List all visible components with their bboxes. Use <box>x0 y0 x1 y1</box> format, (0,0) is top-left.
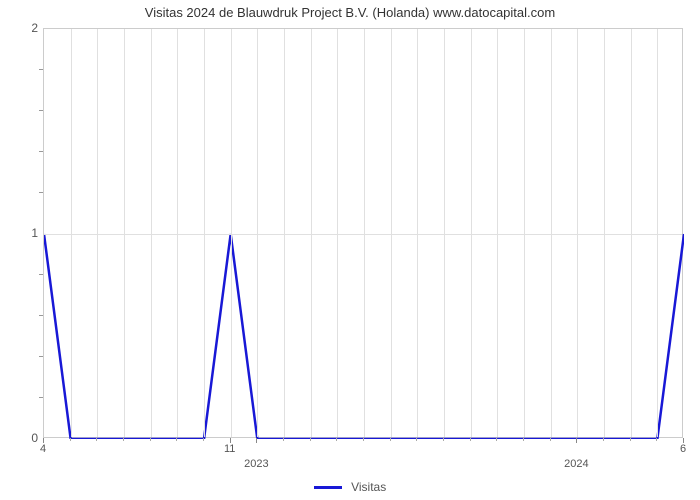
y-minor-tick <box>39 274 43 275</box>
grid-line-v <box>657 29 658 437</box>
x-minor-tick <box>176 438 177 441</box>
x-minor-tick <box>443 438 444 441</box>
grid-line-v <box>284 29 285 437</box>
x-tick-label: 4 <box>40 443 46 455</box>
grid-line-v <box>391 29 392 437</box>
y-tick-label: 1 <box>31 226 38 240</box>
grid-line-v <box>177 29 178 437</box>
legend-swatch <box>314 486 342 489</box>
x-minor-tick <box>550 438 551 441</box>
grid-line-v <box>337 29 338 437</box>
x-minor-tick <box>416 438 417 441</box>
x-minor-tick <box>203 438 204 441</box>
y-tick-label: 0 <box>31 431 38 445</box>
grid-line-v <box>204 29 205 437</box>
grid-line-v <box>604 29 605 437</box>
y-minor-tick <box>39 151 43 152</box>
x-year-label: 2023 <box>244 458 268 470</box>
x-minor-tick <box>603 438 604 441</box>
x-minor-tick <box>70 438 71 441</box>
grid-line-h <box>44 234 682 235</box>
x-minor-tick <box>363 438 364 441</box>
y-minor-tick <box>39 356 43 357</box>
legend: Visitas <box>0 480 700 494</box>
grid-line-v <box>151 29 152 437</box>
y-minor-tick <box>39 110 43 111</box>
grid-line-v <box>524 29 525 437</box>
grid-line-v <box>97 29 98 437</box>
grid-line-v <box>417 29 418 437</box>
x-minor-tick <box>310 438 311 441</box>
y-tick-label: 2 <box>31 21 38 35</box>
grid-line-v <box>124 29 125 437</box>
x-major-tick <box>43 438 44 443</box>
grid-line-v <box>71 29 72 437</box>
grid-line-v <box>551 29 552 437</box>
plot-area <box>43 28 683 438</box>
grid-line-v <box>471 29 472 437</box>
x-minor-tick <box>123 438 124 441</box>
grid-line-v <box>364 29 365 437</box>
x-major-tick <box>683 438 684 443</box>
x-minor-tick <box>496 438 497 441</box>
y-minor-tick <box>39 397 43 398</box>
x-minor-tick <box>630 438 631 441</box>
grid-line-v <box>631 29 632 437</box>
grid-line-v <box>231 29 232 437</box>
x-minor-tick <box>150 438 151 441</box>
x-minor-tick <box>390 438 391 441</box>
grid-line-v <box>257 29 258 437</box>
grid-line-v <box>577 29 578 437</box>
x-year-label: 2024 <box>564 458 588 470</box>
x-minor-tick <box>283 438 284 441</box>
grid-line-v <box>311 29 312 437</box>
legend-label: Visitas <box>351 480 386 494</box>
chart-title: Visitas 2024 de Blauwdruk Project B.V. (… <box>0 5 700 20</box>
x-tick-label: 11 <box>224 443 235 455</box>
y-minor-tick <box>39 69 43 70</box>
x-major-tick <box>230 438 231 443</box>
grid-line-v <box>444 29 445 437</box>
x-minor-tick <box>470 438 471 441</box>
x-minor-tick <box>336 438 337 441</box>
x-tick-label: 6 <box>680 443 686 455</box>
x-major-tick <box>576 438 577 443</box>
y-minor-tick <box>39 315 43 316</box>
grid-line-v <box>497 29 498 437</box>
x-minor-tick <box>96 438 97 441</box>
x-major-tick <box>256 438 257 443</box>
x-minor-tick <box>656 438 657 441</box>
y-minor-tick <box>39 192 43 193</box>
x-minor-tick <box>523 438 524 441</box>
